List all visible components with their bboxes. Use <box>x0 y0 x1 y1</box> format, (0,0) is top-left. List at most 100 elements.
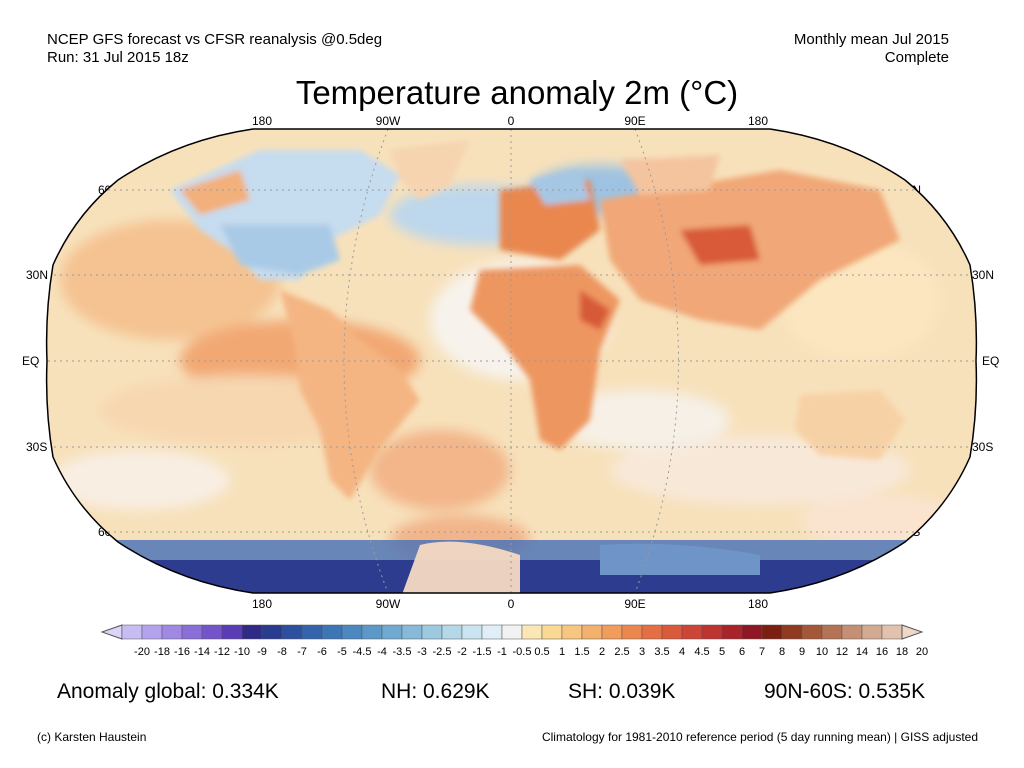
colorbar-swatch <box>581 624 603 640</box>
colorbar-tick-label: -4 <box>377 646 387 658</box>
run-time-label: Run: 31 Jul 2015 18z <box>47 49 189 66</box>
colorbar-swatch <box>701 624 723 640</box>
lat-label-right-30s: 30S <box>972 440 994 454</box>
colorbar-tick-label: 12 <box>835 646 849 658</box>
arctic-anomaly-stat: 90N-60S: 0.535K <box>764 680 926 703</box>
colorbar-swatch <box>861 624 883 640</box>
colorbar-swatch <box>341 624 363 640</box>
colorbar-swatch <box>801 624 823 640</box>
colorbar-tick-label: 3 <box>638 646 646 658</box>
globe-outline <box>45 128 978 594</box>
colorbar-swatch <box>481 624 503 640</box>
colorbar-swatch <box>121 624 143 640</box>
lat-label-right-30n: 30N <box>972 268 995 282</box>
lon-label-top-180w: 180 <box>251 114 273 128</box>
colorbar-tick-label: -7 <box>297 646 307 658</box>
colorbar-tick-label: 10 <box>815 646 829 658</box>
lon-label-bottom-0: 0 <box>507 597 515 611</box>
colorbar-tick-label: -2.5 <box>432 646 452 658</box>
colorbar-tick-label: -0.5 <box>512 646 532 658</box>
colorbar-tick-label: 2 <box>598 646 606 658</box>
colorbar-swatch <box>381 624 403 640</box>
lat-label-left-eq: EQ <box>22 354 40 368</box>
nh-anomaly-stat: NH: 0.629K <box>381 680 490 703</box>
colorbar-tick-label: -16 <box>174 646 190 658</box>
colorbar-tick-label: 20 <box>915 646 929 658</box>
colorbar-tick-labels: -20 -18 -16 -14 -12 -10 -9 -8 -7 -6 -5 -4.5 -4 -3.5 -3… <box>0 646 1024 660</box>
colorbar-tick-label: 0.5 <box>534 646 550 658</box>
lon-label-top-0: 0 <box>507 114 515 128</box>
colorbar-tick-label: 9 <box>798 646 806 658</box>
lon-label-top-90w: 90W <box>375 114 401 128</box>
colorbar-tick-label: -6 <box>317 646 327 658</box>
colorbar-swatch <box>841 624 863 640</box>
colorbar-swatch <box>881 624 903 640</box>
colorbar-swatch <box>501 624 523 640</box>
colorbar-tick-label: -14 <box>194 646 210 658</box>
colorbar-tick-label: -3.5 <box>392 646 412 658</box>
colorbar-swatch <box>781 624 803 640</box>
colorbar-swatch <box>721 624 743 640</box>
colorbar-tick-label: -18 <box>154 646 170 658</box>
colorbar-swatch <box>621 624 643 640</box>
colorbar-tick-label: -3 <box>417 646 427 658</box>
colorbar-tick-label: -8 <box>277 646 287 658</box>
colorbar-tick-label: -1.5 <box>472 646 492 658</box>
colorbar-tick-label: 2.5 <box>614 646 630 658</box>
colorbar-tick-label: 1 <box>558 646 566 658</box>
lon-label-top-90e: 90E <box>624 114 646 128</box>
colorbar-tick-label: 7 <box>758 646 766 658</box>
colorbar-swatch <box>661 624 683 640</box>
lon-label-bottom-90w: 90W <box>375 597 401 611</box>
global-anomaly-stat: Anomaly global: 0.334K <box>57 680 279 703</box>
colorbar-tick-label: -10 <box>234 646 250 658</box>
colorbar-tick-label: -12 <box>214 646 230 658</box>
land-anomalies <box>170 140 905 500</box>
colorbar-swatch <box>821 624 843 640</box>
colorbar-tick-label: 5 <box>718 646 726 658</box>
colorbar-swatch <box>561 624 583 640</box>
colorbar-tick-label: -5 <box>337 646 347 658</box>
lon-label-bottom-90e: 90E <box>624 597 646 611</box>
colorbar-swatch <box>281 624 303 640</box>
colorbar-tick-label: 1.5 <box>574 646 590 658</box>
colorbar-max-arrow <box>901 624 924 640</box>
period-label: Monthly mean Jul 2015 <box>793 31 949 48</box>
colorbar-swatch <box>321 624 343 640</box>
colorbar-swatch <box>161 624 183 640</box>
map-title: Temperature anomaly 2m (°C) <box>295 74 739 111</box>
sh-anomaly-stat: SH: 0.039K <box>568 680 676 703</box>
colorbar-swatch <box>461 624 483 640</box>
lon-label-bottom-180w: 180 <box>251 597 273 611</box>
colorbar-swatch <box>421 624 443 640</box>
model-run-description: NCEP GFS forecast vs CFSR reanalysis @0.… <box>47 31 383 48</box>
colorbar-tick-label: 18 <box>895 646 909 658</box>
colorbar-swatch <box>241 624 263 640</box>
colorbar-swatch <box>141 624 163 640</box>
colorbar-swatch <box>361 624 383 640</box>
colorbar-tick-label: -4.5 <box>352 646 372 658</box>
copyright-label: (c) Karsten Haustein <box>37 730 147 744</box>
climatology-note: Climatology for 1981-2010 reference peri… <box>541 730 978 744</box>
colorbar-swatch <box>401 624 423 640</box>
colorbar-tick-label: 6 <box>738 646 746 658</box>
antarctic-mid-band <box>600 543 760 575</box>
colorbar-tick-label: -2 <box>457 646 467 658</box>
colorbar-tick-label: 14 <box>855 646 869 658</box>
colorbar-swatch <box>181 624 203 640</box>
colorbar-swatch <box>301 624 323 640</box>
colorbar-swatch <box>601 624 623 640</box>
colorbar-swatch <box>261 624 283 640</box>
colorbar-swatch <box>761 624 783 640</box>
colorbar-swatch <box>441 624 463 640</box>
colorbar-tick-label: 8 <box>778 646 786 658</box>
lon-label-bottom-180e: 180 <box>747 597 769 611</box>
colorbar-tick-label: 4.5 <box>694 646 710 658</box>
colorbar <box>100 624 924 640</box>
colorbar-swatch <box>221 624 243 640</box>
lat-label-left-30s: 30S <box>26 440 48 454</box>
colorbar-tick-label: 16 <box>875 646 889 658</box>
colorbar-swatch <box>521 624 543 640</box>
colorbar-tick-label: -1 <box>497 646 507 658</box>
